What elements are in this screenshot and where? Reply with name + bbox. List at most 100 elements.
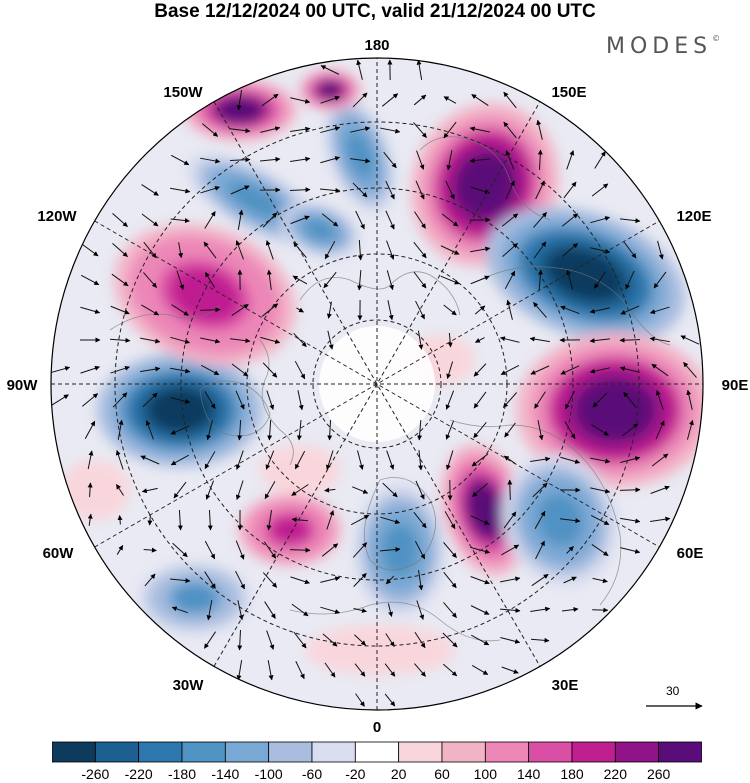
wind-vector bbox=[471, 665, 489, 675]
wind-vector bbox=[560, 518, 581, 524]
wind-vector bbox=[290, 126, 311, 133]
wind-vector bbox=[530, 637, 550, 643]
wind-vector bbox=[237, 419, 243, 441]
wind-vector bbox=[237, 629, 243, 651]
anomaly-contour bbox=[304, 219, 336, 241]
wind-vector bbox=[446, 150, 453, 171]
wind-vector bbox=[112, 243, 128, 257]
colorbar-bin bbox=[528, 741, 573, 763]
wind-vector bbox=[205, 272, 215, 288]
anomaly-contour bbox=[577, 380, 653, 440]
wind-vector bbox=[322, 633, 338, 647]
wind-vector bbox=[653, 271, 667, 289]
wind-vector bbox=[469, 126, 490, 133]
anomaly-contour bbox=[468, 484, 502, 536]
wind-vector bbox=[264, 481, 276, 500]
map-title: Base 12/12/2024 00 UTC, valid 21/12/2024… bbox=[154, 1, 596, 22]
wind-vector bbox=[294, 450, 306, 470]
wind-vector bbox=[290, 576, 310, 585]
wind-vector bbox=[205, 480, 214, 500]
wind-vector bbox=[110, 305, 130, 315]
wind-vector bbox=[470, 576, 490, 585]
wind-vector bbox=[415, 180, 425, 200]
wind-vector bbox=[444, 511, 456, 530]
wind-vector bbox=[385, 633, 395, 647]
wind-vector bbox=[537, 420, 544, 441]
wind-vector bbox=[204, 211, 216, 229]
wind-vector bbox=[200, 186, 221, 194]
wind-vector bbox=[204, 391, 216, 410]
wind-vector bbox=[51, 394, 69, 406]
wind-vector bbox=[560, 456, 581, 464]
wind-vector bbox=[235, 450, 244, 470]
wind-vector bbox=[385, 210, 395, 230]
wind-vector bbox=[325, 450, 334, 470]
wind-vector bbox=[443, 571, 457, 589]
wind-vector bbox=[206, 600, 213, 621]
colorbar-tick-label: -260 bbox=[81, 766, 110, 782]
wind-vector bbox=[170, 367, 191, 374]
wind-vector bbox=[292, 275, 308, 285]
wind-vector bbox=[320, 126, 341, 134]
wind-vector bbox=[206, 420, 213, 441]
wind-vector bbox=[620, 305, 640, 315]
anomaly-contour bbox=[346, 132, 374, 178]
reference-vector-arrow bbox=[646, 702, 703, 710]
anomaly-contour bbox=[305, 625, 455, 675]
wind-vector bbox=[294, 360, 306, 380]
wind-vector bbox=[324, 662, 336, 678]
anomaly-contour bbox=[260, 445, 340, 495]
colorbar-tick-label: -60 bbox=[301, 766, 323, 782]
anomaly-contour bbox=[537, 494, 583, 546]
colorbar-tick-label: 20 bbox=[390, 766, 407, 782]
wind-vector bbox=[116, 484, 124, 496]
wind-vector bbox=[291, 517, 308, 523]
wind-vector bbox=[385, 180, 395, 200]
colorbar-tick-label: -220 bbox=[124, 766, 153, 782]
map-boundary bbox=[50, 57, 704, 711]
wind-vector bbox=[266, 390, 275, 410]
wind-vector bbox=[297, 390, 304, 411]
wind-vector bbox=[470, 246, 491, 253]
lon-label-150w: 150W bbox=[163, 84, 203, 101]
wind-vector bbox=[563, 181, 577, 199]
wind-vector bbox=[380, 516, 401, 524]
wind-vector bbox=[290, 97, 311, 104]
lon-label-120w: 120W bbox=[37, 208, 77, 225]
wind-vector bbox=[147, 514, 153, 526]
wind-vector bbox=[81, 243, 99, 257]
wind-vector bbox=[230, 338, 251, 344]
wind-vector bbox=[560, 305, 580, 315]
wind-vector bbox=[473, 363, 487, 377]
wind-vector bbox=[442, 663, 458, 677]
wind-vector bbox=[533, 241, 547, 259]
wind-vector bbox=[471, 453, 489, 467]
wind-vector bbox=[357, 450, 364, 470]
wind-vector bbox=[384, 663, 396, 677]
wind-vector bbox=[470, 186, 491, 195]
wind-vector bbox=[170, 578, 191, 584]
wind-vector bbox=[686, 389, 693, 410]
wind-vector bbox=[537, 269, 543, 291]
wind-vector bbox=[619, 366, 640, 373]
wind-vector bbox=[237, 600, 244, 621]
wind-vector bbox=[203, 241, 217, 259]
wind-vector bbox=[260, 156, 281, 162]
wind-vector bbox=[112, 213, 128, 227]
wind-vector bbox=[445, 180, 455, 200]
wind-vector bbox=[416, 600, 425, 620]
lon-label-150e: 150E bbox=[551, 84, 586, 101]
wind-vector bbox=[170, 425, 190, 435]
wind-vector bbox=[142, 392, 158, 408]
wind-vector bbox=[170, 187, 191, 194]
wind-vector bbox=[530, 365, 550, 375]
wind-vector bbox=[261, 93, 279, 107]
wind-vector bbox=[266, 269, 272, 290]
wind-vector bbox=[535, 540, 545, 560]
wind-vector bbox=[499, 607, 521, 613]
wind-vector bbox=[87, 482, 93, 498]
wind-vector bbox=[204, 540, 216, 560]
wind-vector bbox=[111, 273, 129, 287]
graticule bbox=[51, 58, 703, 710]
colorbar-tick-label: 260 bbox=[646, 766, 671, 782]
